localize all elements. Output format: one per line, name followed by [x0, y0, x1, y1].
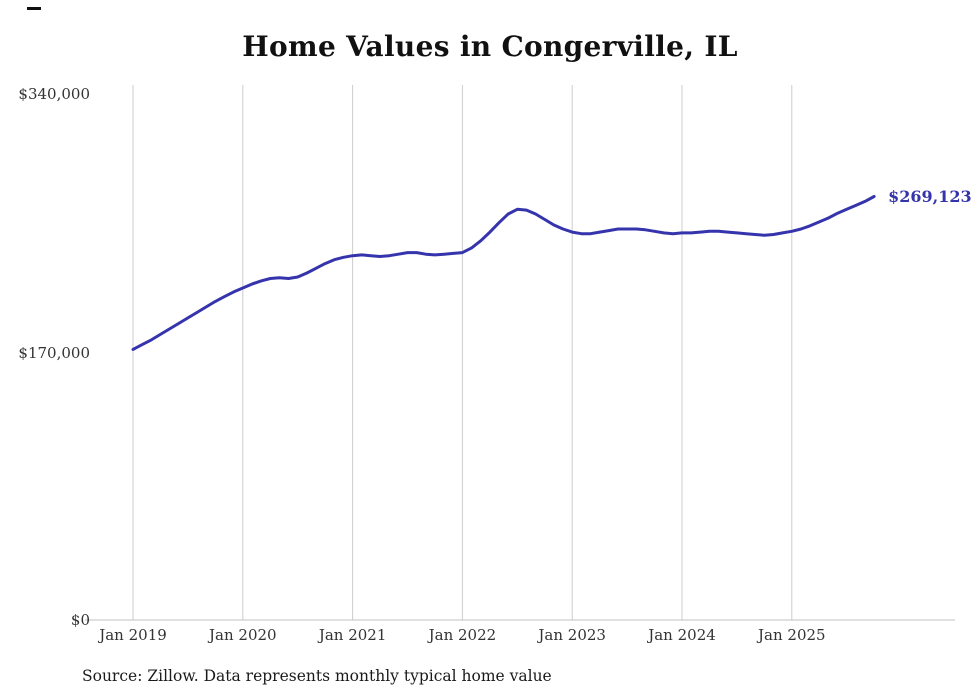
y-axis-tick-label: $340,000: [18, 85, 90, 103]
x-axis-tick-label: Jan 2024: [648, 626, 716, 644]
x-axis-tick-label: Jan 2023: [538, 626, 606, 644]
source-note: Source: Zillow. Data represents monthly …: [82, 667, 552, 685]
x-axis-tick-label: Jan 2019: [99, 626, 167, 644]
y-axis-tick-label: $0: [70, 611, 90, 629]
chart-title: Home Values in Congerville, IL: [242, 30, 738, 63]
y-axis-tick-label: $170,000: [18, 343, 90, 362]
x-axis-tick-label: Jan 2021: [318, 626, 387, 644]
corner-mark: [27, 7, 41, 10]
value-line: [131, 195, 876, 351]
current-value-label: $269,123: [888, 186, 972, 206]
x-axis-tick-label: Jan 2020: [209, 626, 277, 644]
x-axis-tick-label: Jan 2025: [758, 626, 826, 644]
x-axis-tick-label: Jan 2022: [428, 626, 497, 644]
